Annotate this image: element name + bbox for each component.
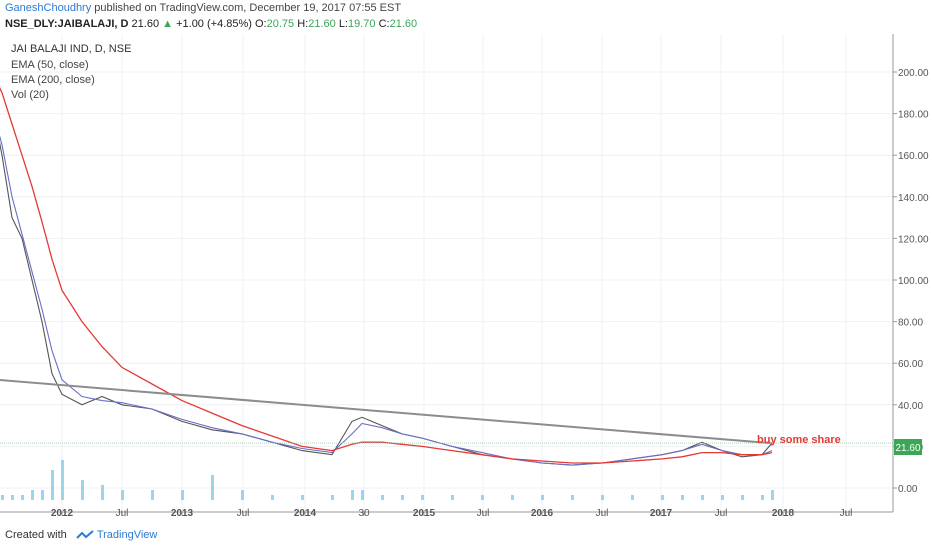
volume-bar	[381, 495, 384, 500]
volume-bar	[571, 495, 574, 500]
x-tick-label: 2015	[413, 508, 436, 518]
volume-bar	[541, 495, 544, 500]
volume-bar	[301, 495, 304, 500]
volume-bar	[771, 490, 774, 500]
y-tick-label: 180.00	[898, 110, 929, 121]
volume-bar	[81, 480, 84, 500]
x-tick-label: 2014	[294, 508, 317, 518]
volume-bar	[101, 485, 104, 500]
legend-ema50: EMA (50, close)	[11, 59, 89, 71]
volume-bar	[421, 495, 424, 500]
buy-annotation: buy some share	[757, 434, 841, 446]
trend-line	[0, 379, 773, 445]
volume-bar	[601, 495, 604, 500]
tradingview-logo-icon	[76, 530, 94, 539]
legend-ema200: EMA (200, close)	[11, 74, 95, 86]
volume-bar	[721, 495, 724, 500]
low-label: L:	[338, 18, 348, 30]
y-tick-label: 120.00	[898, 234, 929, 245]
volume-bar	[741, 495, 744, 500]
volume-bar	[31, 490, 34, 500]
volume-bar	[681, 495, 684, 500]
x-tick-label: 2018	[772, 508, 795, 518]
volume-bar	[211, 475, 214, 500]
volume-bar	[51, 470, 54, 500]
volume-bar	[511, 495, 514, 500]
ema200-series-line	[0, 87, 773, 464]
x-tick-label: 2012	[51, 508, 74, 518]
volume-bar	[1, 495, 4, 500]
last-price: 21.60	[131, 18, 160, 30]
up-arrow-icon: ▲	[162, 18, 174, 30]
volume-bar	[631, 495, 634, 500]
x-tick-label: 2017	[650, 508, 673, 518]
volume-bar	[11, 495, 14, 500]
close-value: 21.60	[389, 18, 418, 30]
chart-header: GaneshChoudhry published on TradingView.…	[0, 0, 932, 34]
open-value: 20.75	[266, 18, 295, 30]
y-tick-label: 140.00	[898, 193, 929, 204]
y-tick-label: 40.00	[898, 401, 923, 412]
tradingview-link[interactable]: TradingView	[96, 529, 158, 541]
volume-bar	[661, 495, 664, 500]
last-price-tag-label: 21.60	[895, 443, 920, 454]
price-chart[interactable]: 200.00 180.00 160.00 140.00 120.00 100.00 80.0…	[0, 34, 932, 519]
footer: Created with TradingView	[0, 522, 932, 550]
volume-bar	[331, 495, 334, 500]
y-tick-label: 0.00	[898, 484, 918, 495]
publish-info: published on TradingView.com, December 1…	[91, 2, 402, 14]
volume-bar	[41, 490, 44, 500]
x-tick-label: Jul	[715, 508, 728, 518]
volume-bar	[401, 495, 404, 500]
volume-bar	[761, 495, 764, 500]
volume-bar	[181, 490, 184, 500]
volume-bar	[21, 495, 24, 500]
y-tick-label: 80.00	[898, 318, 923, 329]
y-tick-label: 100.00	[898, 276, 929, 287]
x-tick-label: Jul	[237, 508, 250, 518]
x-tick-label: 2016	[531, 508, 554, 518]
legend-volume: Vol (20)	[11, 89, 49, 101]
quote-line: NSE_DLY:JAIBALAJI, D 21.60 ▲ +1.00 (+4.8…	[5, 18, 417, 30]
x-tick-label: Jul	[116, 508, 129, 518]
volume-bar	[271, 495, 274, 500]
volume-bar	[351, 490, 354, 500]
x-tick-label: 2013	[171, 508, 194, 518]
volume-bar	[61, 460, 64, 500]
author-link[interactable]: GaneshChoudhry	[5, 2, 92, 14]
volume-bar	[121, 490, 124, 500]
price-change: +1.00 (+4.85%)	[176, 18, 252, 30]
x-tick-label: Jul	[840, 508, 853, 518]
volume-bar	[701, 495, 704, 500]
close-label: C:	[378, 18, 390, 30]
chart-area[interactable]: 200.00 180.00 160.00 140.00 120.00 100.00 80.0…	[0, 34, 932, 519]
low-value: 19.70	[348, 18, 376, 30]
y-tick-label: 60.00	[898, 359, 923, 370]
high-label: H:	[297, 18, 309, 30]
high-value: 21.60	[308, 18, 336, 30]
last-price-tag: 21.60	[894, 439, 922, 455]
x-tick-label: 30	[358, 508, 370, 518]
publish-line: GaneshChoudhry published on TradingView.…	[5, 2, 401, 14]
volume-bar	[481, 495, 484, 500]
volume-bar	[241, 490, 244, 500]
x-tick-label: Jul	[477, 508, 490, 518]
volume-bar	[361, 490, 364, 500]
y-tick-label: 160.00	[898, 151, 929, 162]
x-tick-label: Jul	[596, 508, 609, 518]
volume-bar	[151, 490, 154, 500]
created-label: Created with	[5, 529, 67, 541]
legend-title: JAI BALAJI IND, D, NSE	[11, 43, 131, 55]
y-tick-label: 200.00	[898, 68, 929, 79]
open-label: O:	[255, 18, 267, 30]
symbol-label: NSE_DLY:JAIBALAJI, D	[5, 18, 129, 30]
volume-bar	[451, 495, 454, 500]
created-with: Created with TradingView	[5, 529, 157, 541]
